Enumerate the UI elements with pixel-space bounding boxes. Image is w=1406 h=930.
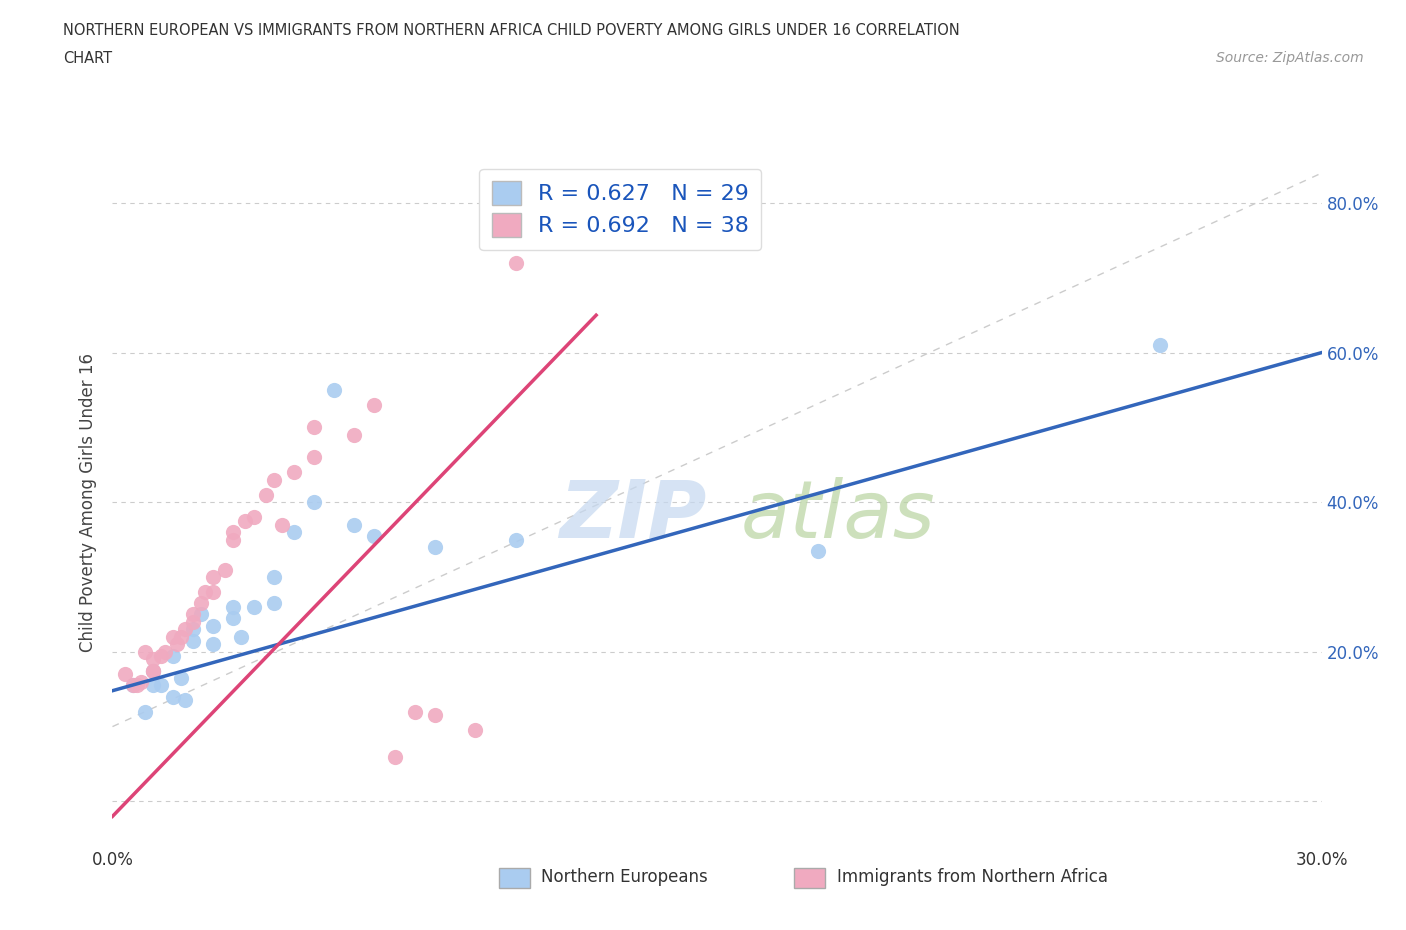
Point [263, 569, 285, 584]
Point [142, 652, 165, 667]
Point [114, 667, 136, 682]
Point [302, 450, 325, 465]
Point [323, 382, 346, 397]
Point [202, 569, 225, 584]
Point [181, 622, 204, 637]
Point [283, 465, 305, 480]
Point [166, 637, 188, 652]
Point [162, 689, 184, 704]
Point [263, 472, 285, 487]
Point [343, 428, 366, 443]
Point [190, 607, 212, 622]
Text: ZIP: ZIP [558, 477, 706, 555]
Point [505, 256, 527, 271]
Point [194, 585, 217, 600]
Point [149, 678, 172, 693]
Point [363, 397, 385, 412]
Point [202, 618, 225, 633]
Point [214, 562, 236, 577]
Text: NORTHERN EUROPEAN VS IMMIGRANTS FROM NORTHERN AFRICA CHILD POVERTY AMONG GIRLS U: NORTHERN EUROPEAN VS IMMIGRANTS FROM NOR… [63, 23, 960, 38]
Point [222, 525, 245, 539]
Point [302, 420, 325, 435]
Text: Source: ZipAtlas.com: Source: ZipAtlas.com [1216, 51, 1364, 65]
Point [404, 704, 426, 719]
Point [162, 630, 184, 644]
Point [384, 749, 406, 764]
Point [1149, 338, 1171, 352]
Point [222, 600, 245, 615]
Point [263, 596, 285, 611]
Point [343, 517, 366, 532]
Point [134, 704, 156, 719]
Text: CHART: CHART [63, 51, 112, 66]
Legend: R = 0.627   N = 29, R = 0.692   N = 38: R = 0.627 N = 29, R = 0.692 N = 38 [479, 168, 761, 250]
Point [174, 693, 197, 708]
Point [174, 622, 197, 637]
Point [170, 671, 193, 685]
Text: atlas: atlas [741, 477, 935, 555]
Point [235, 513, 257, 528]
Point [142, 663, 165, 678]
Point [153, 644, 176, 659]
Point [170, 630, 193, 644]
Point [181, 633, 204, 648]
Point [231, 630, 253, 644]
Point [121, 678, 143, 693]
Y-axis label: Child Poverty Among Girls Under 16: Child Poverty Among Girls Under 16 [79, 352, 97, 652]
Point [464, 723, 486, 737]
Point [142, 678, 165, 693]
Text: Immigrants from Northern Africa: Immigrants from Northern Africa [837, 868, 1108, 886]
Point [121, 678, 143, 693]
Point [505, 532, 527, 547]
Point [190, 596, 212, 611]
Text: Northern Europeans: Northern Europeans [541, 868, 709, 886]
Point [134, 644, 156, 659]
Point [254, 487, 277, 502]
Point [242, 510, 264, 525]
Point [283, 525, 305, 539]
Point [363, 528, 385, 543]
Point [202, 585, 225, 600]
Point [181, 615, 204, 630]
Point [162, 648, 184, 663]
Point [202, 637, 225, 652]
Point [142, 663, 165, 678]
Point [423, 539, 446, 554]
Point [807, 543, 830, 558]
Point [270, 517, 292, 532]
Point [142, 663, 165, 678]
Point [181, 607, 204, 622]
Point [242, 600, 264, 615]
Point [149, 648, 172, 663]
Point [125, 678, 148, 693]
Point [129, 674, 152, 689]
Point [302, 495, 325, 510]
Point [222, 611, 245, 626]
Point [423, 708, 446, 723]
Point [222, 532, 245, 547]
